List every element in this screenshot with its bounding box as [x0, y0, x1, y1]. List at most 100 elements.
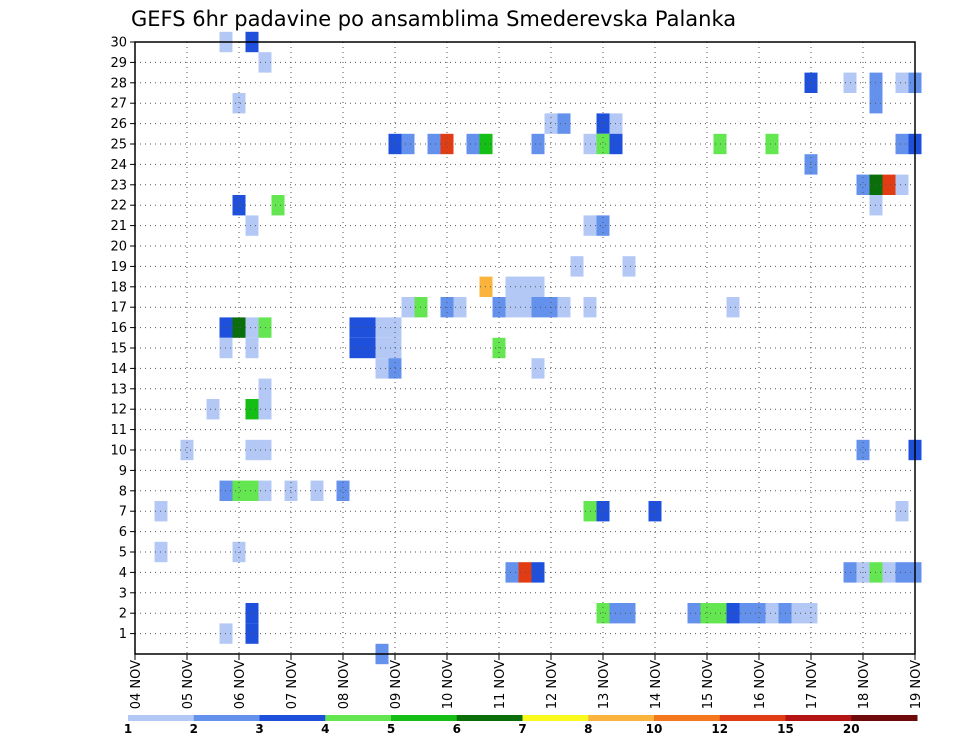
x-tick-label: 16 NOV [753, 660, 768, 709]
legend: 1 2 3 4 5 6 7 8 10 12 15 20 [124, 715, 918, 736]
heatmap-cell [856, 174, 870, 195]
heatmap-cell [596, 603, 610, 624]
y-tick-label: 22 [110, 199, 127, 214]
heatmap-cell [245, 480, 259, 501]
heatmap-cell [765, 133, 779, 155]
heatmap-cell [401, 133, 415, 155]
y-tick-label: 8 [119, 484, 127, 499]
heatmap-cell [557, 297, 571, 318]
heatmap-cell [245, 399, 259, 420]
legend-swatch [128, 715, 195, 721]
heatmap-cell [856, 439, 870, 461]
legend-swatch [785, 715, 852, 721]
heatmap-cell [362, 317, 376, 338]
chart-title: GEFS 6hr padavine po ansamblima Smederev… [131, 7, 736, 31]
heatmap-cell [895, 501, 909, 522]
y-tick-label: 19 [110, 260, 127, 275]
heatmap-cell [895, 174, 909, 195]
y-tick-label: 17 [110, 301, 127, 316]
heatmap-cell [466, 133, 480, 155]
heatmap-cell [596, 113, 610, 134]
heatmap-cell [505, 297, 519, 318]
x-tick-label: 12 NOV [545, 660, 560, 709]
heatmap-cell [596, 215, 610, 236]
legend-label: 15 [777, 722, 794, 736]
heatmap-cell [726, 297, 740, 318]
x-tick-label: 17 NOV [805, 660, 820, 709]
y-tick-label: 14 [110, 362, 127, 377]
x-tick-label: 10 NOV [441, 660, 456, 709]
heatmap-cell [245, 623, 259, 644]
legend-swatch [522, 715, 589, 721]
x-tick-label: 11 NOV [493, 660, 508, 709]
heatmap-cell [180, 439, 194, 461]
heatmap-cell [895, 133, 909, 155]
legend-label: 2 [190, 722, 198, 736]
x-tick-label: 19 NOV [909, 660, 924, 709]
heatmap-cell [245, 215, 259, 236]
y-tick-label: 25 [110, 138, 127, 153]
legend-swatch [456, 715, 523, 721]
y-tick-label: 7 [119, 505, 127, 520]
heatmap-cell [557, 113, 571, 134]
heatmap-cell [882, 562, 896, 583]
heatmap-cell [375, 317, 389, 338]
y-tick-label: 3 [119, 586, 127, 601]
heatmap-cells [154, 31, 922, 665]
x-tick-label: 08 NOV [337, 660, 352, 709]
y-tick-label: 23 [110, 178, 127, 193]
y-tick-label: 2 [119, 607, 127, 622]
x-axis: 04 NOV 05 NOV 06 NOV 07 NOV 08 NOV 09 NOV 10 N… [129, 654, 924, 709]
heatmap-cell [765, 603, 779, 624]
legend-label: 7 [518, 722, 526, 736]
legend-swatch [851, 715, 918, 721]
heatmap-cell [570, 256, 584, 277]
heatmap-cell [310, 480, 324, 501]
heatmap-cell [882, 174, 896, 195]
y-tick-label: 13 [110, 382, 127, 397]
heatmap-cell [687, 603, 701, 624]
legend-swatch [259, 715, 326, 721]
heatmap-cell [531, 297, 545, 318]
x-tick-label: 04 NOV [129, 660, 144, 709]
y-tick-label: 24 [110, 158, 127, 173]
y-axis: 1234567891011121314151617181920212223242… [110, 36, 135, 642]
heatmap-cell [206, 399, 220, 420]
y-tick-label: 20 [110, 240, 127, 255]
heatmap-cell [596, 133, 610, 155]
x-tick-label: 07 NOV [285, 660, 300, 709]
x-tick-label: 18 NOV [857, 660, 872, 709]
y-tick-label: 5 [119, 546, 127, 561]
x-tick-label: 14 NOV [649, 660, 664, 709]
y-tick-label: 9 [119, 464, 127, 479]
heatmap-cell [505, 276, 519, 297]
heatmap-cell [232, 195, 246, 216]
heatmap-cell [895, 562, 909, 583]
heatmap-cell [427, 133, 441, 155]
legend-label: 4 [321, 722, 329, 736]
y-tick-label: 21 [110, 219, 127, 234]
legend-label: 20 [843, 722, 860, 736]
y-tick-label: 26 [110, 117, 127, 132]
heatmap-cell [700, 603, 714, 624]
x-tick-label: 06 NOV [233, 660, 248, 709]
grid-lines [135, 42, 915, 654]
heatmap-cell [245, 317, 259, 338]
y-tick-label: 27 [110, 97, 127, 112]
legend-swatch [193, 715, 260, 721]
heatmap-cell [271, 195, 285, 216]
heatmap-cell [531, 276, 545, 297]
y-tick-label: 1 [119, 627, 127, 642]
x-tick-label: 09 NOV [389, 660, 404, 709]
y-tick-label: 30 [110, 36, 127, 51]
x-tick-label: 15 NOV [701, 660, 716, 709]
y-tick-label: 4 [119, 566, 127, 581]
heatmap-cell [752, 603, 766, 624]
y-tick-label: 12 [110, 403, 127, 418]
legend-label: 12 [711, 722, 728, 736]
y-tick-label: 11 [110, 423, 127, 438]
y-tick-label: 29 [110, 56, 127, 71]
legend-label: 1 [124, 722, 132, 736]
legend-label: 5 [387, 722, 395, 736]
